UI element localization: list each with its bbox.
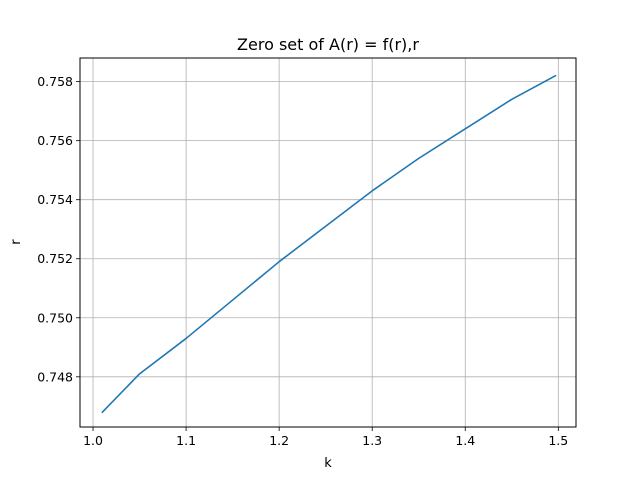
x-tick-label: 1.4	[455, 433, 475, 448]
chart-title: Zero set of A(r) = f(r),r	[237, 35, 419, 54]
plot-frame	[79, 57, 577, 428]
y-tick-label: 0.756	[37, 133, 73, 148]
series-line	[101, 74, 557, 414]
y-axis: 0.748 0.750 0.752 0.754 0.756 0.758	[37, 74, 80, 384]
series-layer	[101, 74, 557, 414]
y-tick-label: 0.750	[37, 310, 73, 325]
y-tick-label: 0.754	[37, 192, 73, 207]
x-axis: 1.0 1.1 1.2 1.3 1.4 1.5	[83, 427, 568, 448]
y-tick-label: 0.748	[37, 369, 73, 384]
y-tick-label: 0.752	[37, 251, 73, 266]
y-axis-label: r	[9, 239, 24, 245]
x-tick-label: 1.1	[176, 433, 196, 448]
x-tick-label: 1.5	[548, 433, 568, 448]
x-tick-label: 1.2	[269, 433, 289, 448]
grid	[80, 58, 576, 427]
y-tick-label: 0.758	[37, 74, 73, 89]
x-tick-label: 1.0	[83, 433, 103, 448]
x-tick-label: 1.3	[362, 433, 382, 448]
x-axis-label: k	[324, 456, 332, 471]
